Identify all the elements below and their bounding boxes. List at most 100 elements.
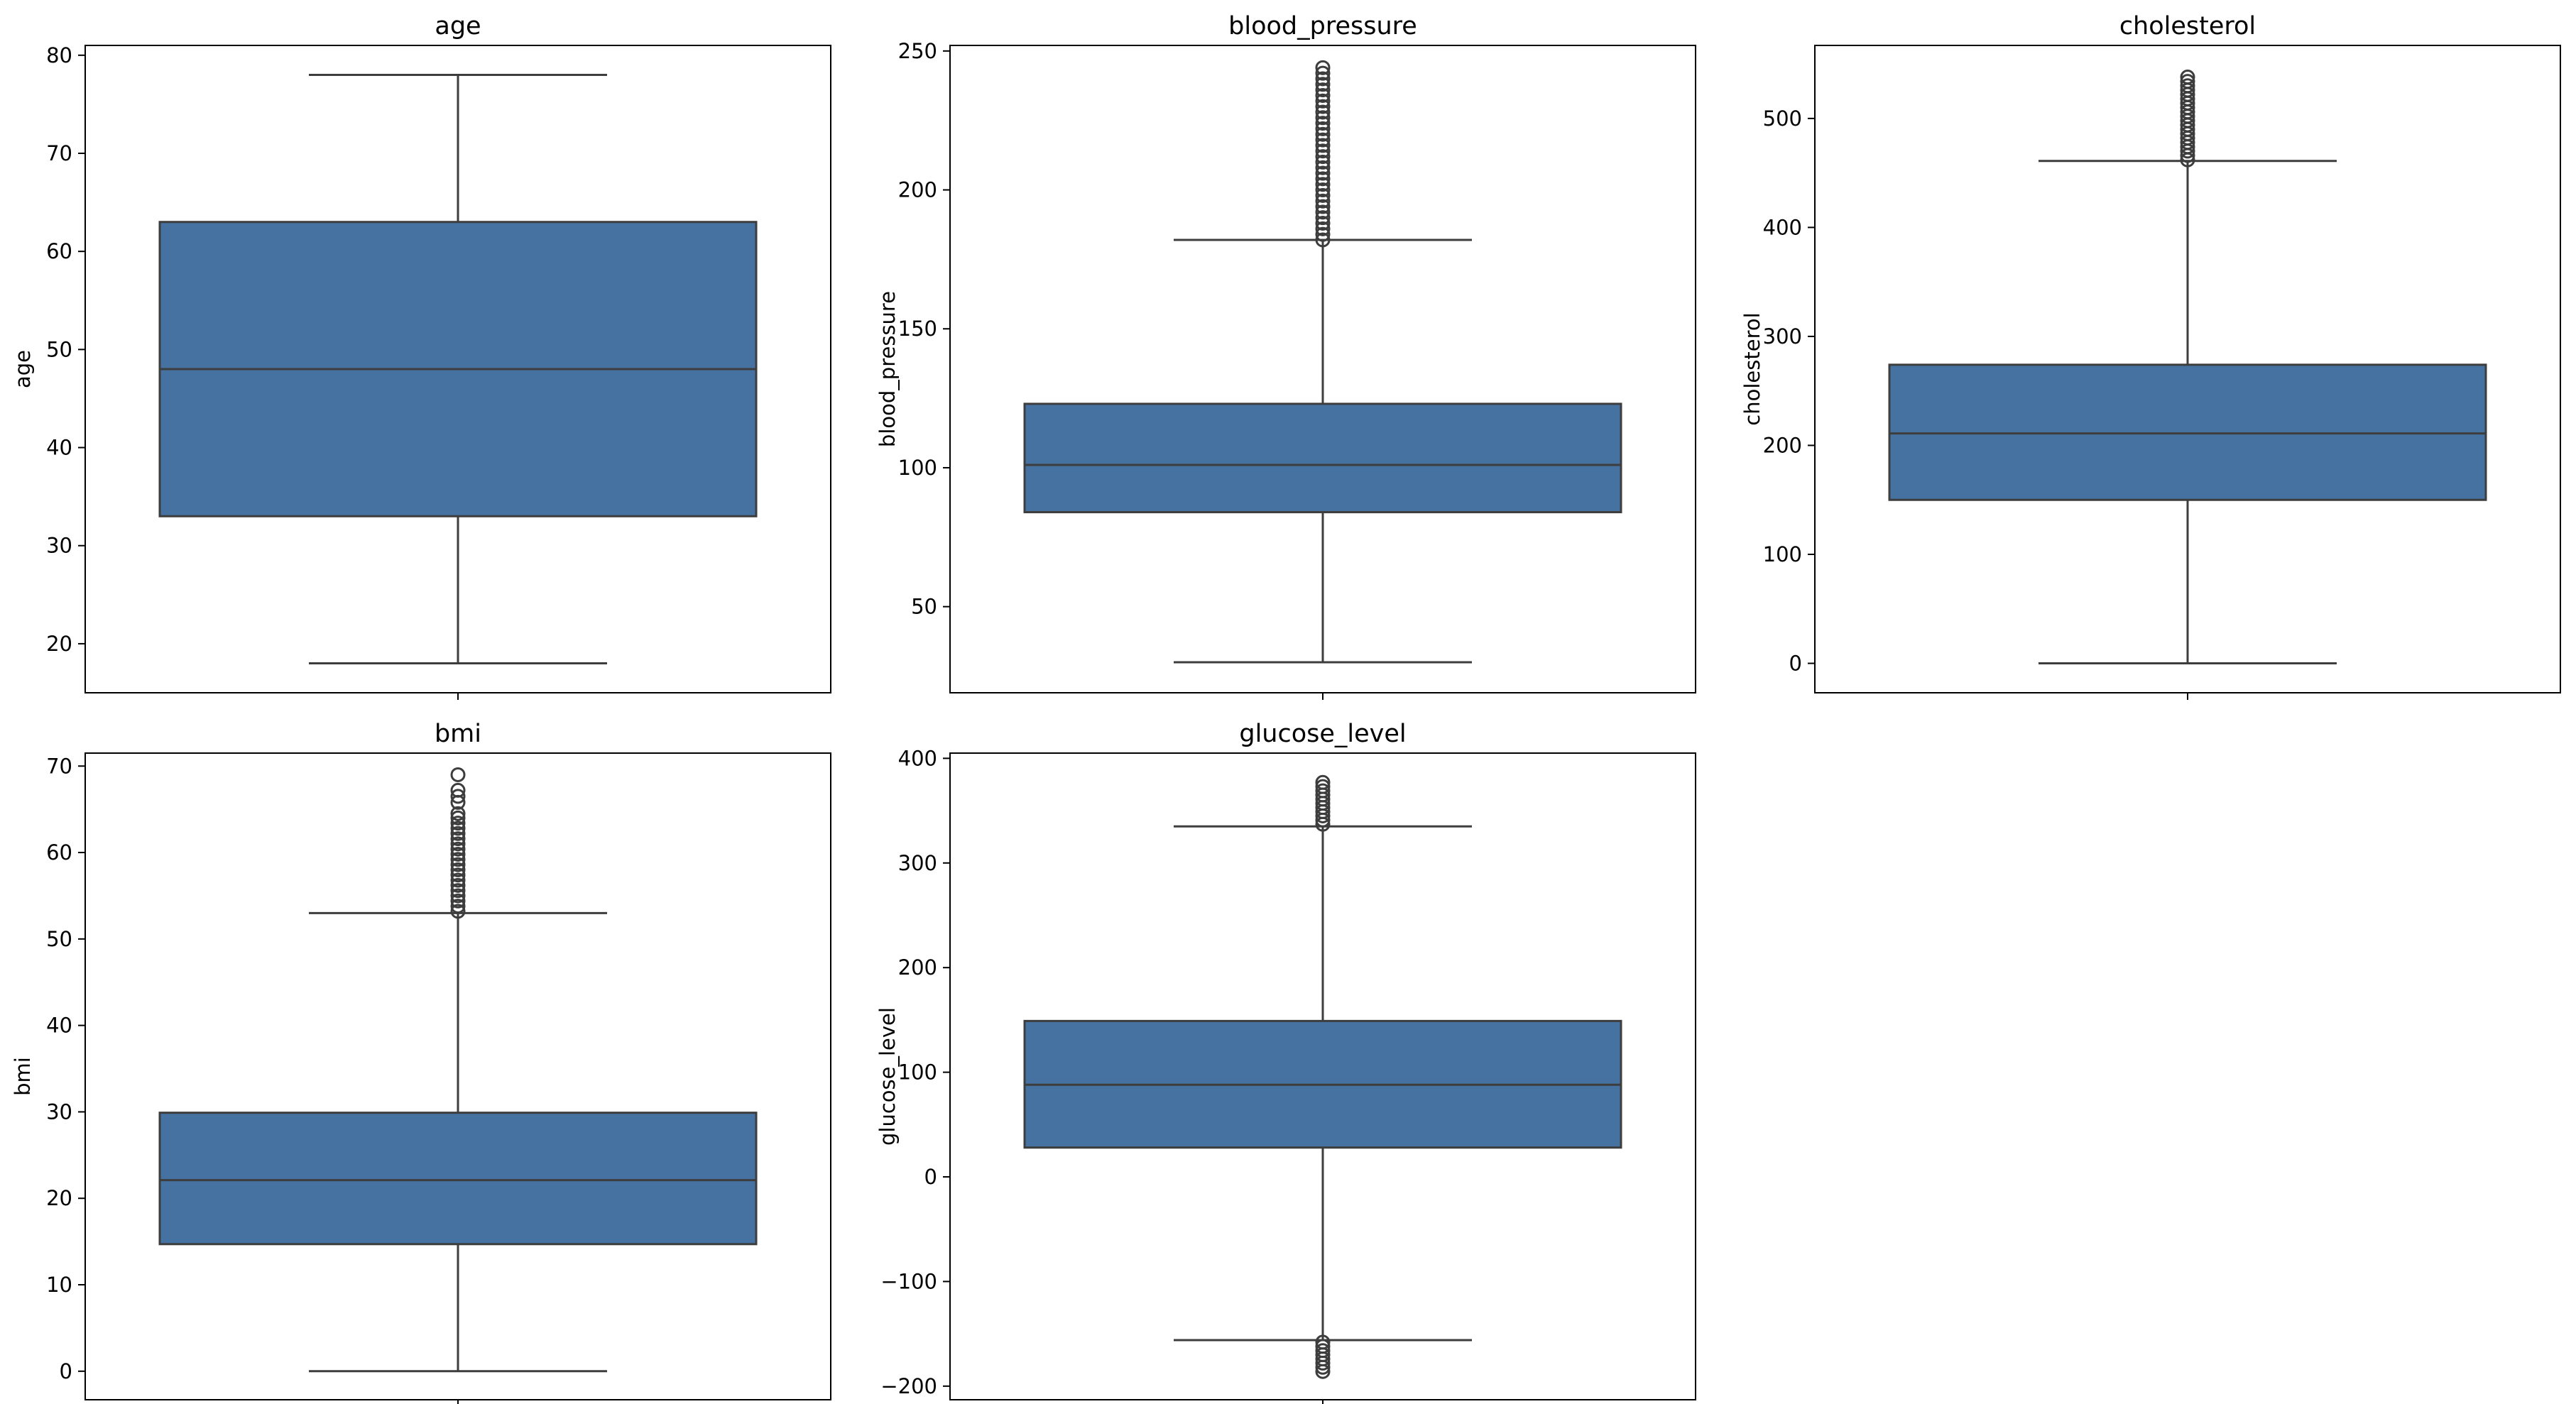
outlier-point [1315,204,1331,220]
y-tick-label: 0 [1789,652,1802,676]
y-tick-label: 400 [898,746,937,770]
outlier-point [1315,116,1331,131]
outlier-point [1315,104,1331,120]
outlier-point [1315,60,1331,75]
outlier-point [450,767,466,782]
y-tick-label: 100 [1763,542,1802,566]
y-tick-label: 250 [898,39,937,63]
outlier-point [1315,132,1331,148]
y-tick-label: 50 [46,337,72,361]
outlier-point [450,893,466,909]
y-axis-label: cholesterol [1740,312,1764,425]
subplot-title: bmi [435,720,481,748]
subplot-blood-pressure: 50 100 150 200 250 blood_pressure blood_pressu… [875,12,1696,700]
y-tick-label: 60 [46,840,72,865]
outlier-point [2180,70,2195,85]
outlier-point [450,826,466,841]
outlier-point [450,810,466,826]
outlier-point [450,888,466,904]
y-tick-label: 300 [898,851,937,875]
y-axis-label: age [11,350,35,388]
outlier-point [1315,138,1331,153]
outlier-point [1315,149,1331,165]
y-tick-label: 50 [46,927,72,951]
outlier-point [2180,74,2195,89]
y-tick-label: 80 [46,43,72,67]
y-tick-label: 40 [46,436,72,460]
outlier-point [1315,232,1331,248]
y-tick-label: 40 [46,1014,72,1038]
y-tick-label: 30 [46,1099,72,1124]
outlier-point [450,782,466,798]
outlier-point [1315,177,1331,192]
outlier-point [1315,143,1331,159]
outlier-point [1315,783,1331,799]
y-tick-label: 100 [898,1060,937,1085]
y-tick-label: 30 [46,534,72,558]
outlier-point [1315,193,1331,209]
outlier-point [1315,87,1331,103]
y-tick-label: −200 [880,1374,937,1398]
outlier-point [450,899,466,914]
outlier-point [1315,1359,1331,1375]
outlier-point [1315,216,1331,231]
outlier-point [450,806,466,821]
outlier-point [1315,77,1331,92]
outlier-point [1315,1355,1331,1371]
y-tick-label: 70 [46,141,72,165]
subplot-cholesterol: 0 100 200 300 400 500 cholesterol cholesterol [1740,12,2561,700]
y-tick-label: −100 [880,1269,937,1293]
outlier-point [450,857,466,872]
y-tick-label: 20 [46,1186,72,1210]
outlier-point [450,831,466,847]
outlier-point [1315,1364,1331,1379]
y-tick-label: 500 [1763,106,1802,131]
subplot-glucose-level: −200−1000100200300400glucose_levelglucos… [875,720,1696,1404]
outlier-point [2180,78,2195,94]
y-tick-label: 60 [46,239,72,263]
outlier-point [450,867,466,883]
outlier-point [1315,93,1331,109]
outlier-point [1315,187,1331,203]
subplot-title: cholesterol [2119,12,2256,40]
outlier-point [1315,182,1331,198]
iqr-box [158,1112,758,1246]
outlier-point [450,821,466,836]
outlier-point [1315,126,1331,142]
y-tick-label: 0 [924,1165,937,1189]
outlier-point [1315,171,1331,187]
outlier-point [1315,99,1331,114]
subplot-age: 20 30 40 50 60 70 80 age age [11,12,831,700]
y-tick-label: 200 [898,955,937,980]
y-tick-label: 20 [46,632,72,656]
y-tick-label: 300 [1763,324,1802,349]
outlier-point [1315,160,1331,175]
outlier-point [1315,121,1331,136]
outlier-point [1315,199,1331,214]
outlier-point [1315,226,1331,242]
outlier-point [1315,165,1331,181]
outlier-point [1315,71,1331,87]
subplot-bmi: 0 10 20 30 40 50 60 70 bmi bmi [11,720,831,1404]
y-tick-label: 100 [898,456,937,480]
outlier-point [1315,82,1331,98]
y-axis-label: glucose_level [875,1007,900,1146]
iqr-box [1023,402,1622,514]
y-tick-label: 50 [911,595,937,619]
outlier-point [450,816,466,831]
outlier-point [450,877,466,893]
outlier-point [1315,221,1331,236]
subplot-title: glucose_level [1239,720,1406,748]
outlier-point [450,836,466,852]
outlier-point [450,862,466,877]
y-tick-label: 0 [60,1359,72,1383]
outlier-point [450,846,466,862]
outlier-point [1315,774,1331,790]
subplot-title: age [435,12,481,40]
outlier-point [450,872,466,888]
outlier-point [450,904,466,919]
outlier-point [450,789,466,804]
y-tick-label: 400 [1763,215,1802,239]
outlier-point [1315,65,1331,81]
